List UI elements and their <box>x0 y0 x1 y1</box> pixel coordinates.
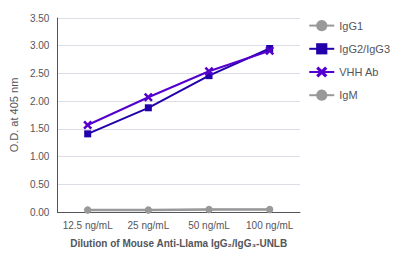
svg-text:0.50: 0.50 <box>30 179 50 190</box>
svg-text:O.D. at 405 nm: O.D. at 405 nm <box>8 78 20 153</box>
svg-text:VHH Ab: VHH Ab <box>339 66 378 78</box>
svg-text:100 ng/mL: 100 ng/mL <box>246 220 294 231</box>
svg-text:12.5 ng/mL: 12.5 ng/mL <box>63 220 113 231</box>
svg-text:0.00: 0.00 <box>30 207 50 218</box>
svg-text:3.00: 3.00 <box>30 40 50 51</box>
svg-text:IgG1: IgG1 <box>339 20 363 32</box>
svg-text:1.00: 1.00 <box>30 151 50 162</box>
svg-text:IgG2/IgG3: IgG2/IgG3 <box>339 43 390 55</box>
svg-text:3.50: 3.50 <box>30 13 50 24</box>
svg-text:2.50: 2.50 <box>30 68 50 79</box>
svg-text:2.00: 2.00 <box>30 96 50 107</box>
svg-text:50 ng/mL: 50 ng/mL <box>188 220 230 231</box>
svg-text:IgM: IgM <box>339 89 357 101</box>
svg-text:1.50: 1.50 <box>30 123 50 134</box>
svg-text:25 ng/mL: 25 ng/mL <box>128 220 170 231</box>
svg-text:Dilution of Mouse Anti-Llama I: Dilution of Mouse Anti-Llama IgG₂/IgG₃-U… <box>70 238 287 249</box>
